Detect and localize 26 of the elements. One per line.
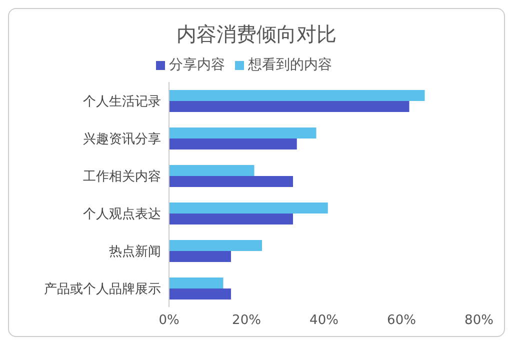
bar xyxy=(169,202,328,214)
bar xyxy=(169,138,297,150)
bar xyxy=(169,101,410,112)
y-tick-label: 工作相关内容 xyxy=(83,168,161,184)
bar xyxy=(169,240,262,251)
bar xyxy=(169,288,231,300)
y-tick-label: 热点新闻 xyxy=(109,244,161,260)
x-tick-label: 0% xyxy=(158,313,180,328)
bar xyxy=(169,165,254,176)
x-tick-label: 20% xyxy=(232,313,261,328)
legend-label: 分享内容 xyxy=(169,57,225,73)
chart-title: 内容消费倾向对比 xyxy=(176,21,338,48)
x-tick-label: 60% xyxy=(387,313,416,328)
bar xyxy=(169,278,224,288)
y-tick-label: 个人生活记录 xyxy=(83,94,161,110)
bar xyxy=(169,251,231,262)
legend-label: 想看到的内容 xyxy=(248,57,332,73)
bar xyxy=(169,128,316,138)
bar xyxy=(169,214,293,224)
bar xyxy=(169,176,293,187)
bar xyxy=(169,90,425,101)
y-tick-label: 个人观点表达 xyxy=(83,206,161,222)
x-tick-label: 80% xyxy=(464,313,494,328)
y-tick-label: 产品或个人品牌展示 xyxy=(44,282,161,297)
y-tick-label: 兴趣资讯分享 xyxy=(83,130,161,147)
x-tick-label: 40% xyxy=(310,313,338,328)
